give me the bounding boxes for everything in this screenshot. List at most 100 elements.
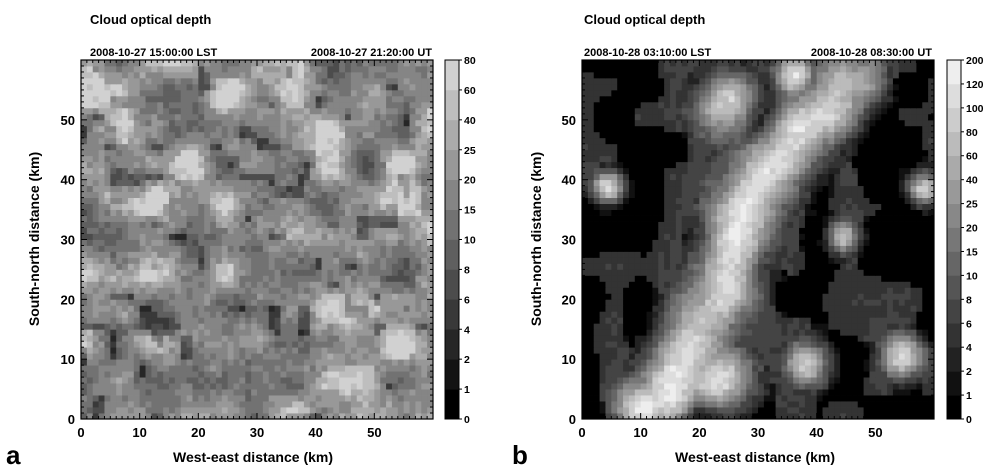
heatmap-cell (239, 150, 245, 156)
heatmap-cell (339, 395, 345, 401)
heatmap-cell (339, 341, 345, 347)
heatmap-cell (664, 353, 670, 359)
heatmap-cell (128, 251, 134, 257)
heatmap-cell (421, 90, 427, 96)
heatmap-cell (386, 204, 392, 210)
heatmap-cell (623, 329, 629, 335)
heatmap-cell (310, 144, 316, 150)
heatmap-cell (875, 377, 881, 383)
heatmap-cell (333, 102, 339, 108)
heatmap-cell (93, 180, 99, 186)
heatmap-cell (327, 395, 333, 401)
heatmap-cell (286, 72, 292, 78)
heatmap-cell (275, 150, 281, 156)
heatmap-cell (799, 377, 805, 383)
heatmap-cell (81, 174, 87, 180)
colorbar-swatch (445, 150, 459, 180)
heatmap-cell (357, 275, 363, 281)
heatmap-cell (87, 174, 93, 180)
heatmap-cell (157, 371, 163, 377)
heatmap-cell (228, 222, 234, 228)
heatmap-cell (239, 66, 245, 72)
heatmap-cell (110, 120, 116, 126)
heatmap-cell (245, 401, 251, 407)
heatmap-cell (298, 186, 304, 192)
heatmap-cell (374, 311, 380, 317)
heatmap-cell (216, 108, 222, 114)
heatmap-cell (729, 311, 735, 317)
heatmap-cell (864, 329, 870, 335)
heatmap-cell (875, 389, 881, 395)
heatmap-cell (245, 293, 251, 299)
heatmap-cell (280, 78, 286, 84)
heatmap-cell (263, 329, 269, 335)
heatmap-cell (192, 132, 198, 138)
heatmap-cell (169, 168, 175, 174)
heatmap-cell (251, 359, 257, 365)
heatmap-cell (310, 150, 316, 156)
heatmap-cell (263, 299, 269, 305)
heatmap-cell (304, 144, 310, 150)
heatmap-cell (322, 281, 328, 287)
heatmap-cell (304, 240, 310, 246)
heatmap-cell (310, 365, 316, 371)
heatmap-cell (146, 323, 152, 329)
heatmap-cell (368, 216, 374, 222)
heatmap-cell (275, 305, 281, 311)
heatmap-cell (316, 180, 322, 186)
heatmap-cell (345, 359, 351, 365)
heatmap-cell (911, 383, 917, 389)
heatmap-cell (415, 174, 421, 180)
heatmap-cell (222, 84, 228, 90)
heatmap-cell (99, 329, 105, 335)
heatmap-cell (234, 66, 240, 72)
heatmap-cell (93, 335, 99, 341)
heatmap-cell (116, 198, 122, 204)
heatmap-cell (234, 287, 240, 293)
heatmap-cell (368, 186, 374, 192)
heatmap-cell (374, 287, 380, 293)
heatmap-cell (187, 341, 193, 347)
heatmap-cell (781, 359, 787, 365)
heatmap-cell (251, 114, 257, 120)
heatmap-cell (292, 347, 298, 353)
heatmap-cell (392, 120, 398, 126)
heatmap-cell (140, 389, 146, 395)
heatmap-cell (705, 389, 711, 395)
heatmap-cell (280, 335, 286, 341)
heatmap-cell (104, 222, 110, 228)
heatmap-cell (169, 186, 175, 192)
heatmap-cell (187, 371, 193, 377)
heatmap-cell (711, 395, 717, 401)
heatmap-cell (916, 383, 922, 389)
heatmap-cell (286, 395, 292, 401)
heatmap-cell (623, 401, 629, 407)
heatmap-cell (333, 90, 339, 96)
heatmap-cell (87, 347, 93, 353)
heatmap-cell (157, 60, 163, 66)
heatmap-cell (717, 371, 723, 377)
heatmap-cell (146, 114, 152, 120)
heatmap-cell (175, 234, 181, 240)
heatmap-cell (368, 317, 374, 323)
heatmap-cell (110, 317, 116, 323)
heatmap-cell (157, 102, 163, 108)
heatmap-cell (421, 287, 427, 293)
heatmap-cell (869, 407, 875, 413)
heatmap-cell (322, 126, 328, 132)
heatmap-cell (134, 401, 140, 407)
heatmap-cell (116, 407, 122, 413)
heatmap-cell (99, 198, 105, 204)
heatmap-cell (93, 257, 99, 263)
heatmap-cell (81, 257, 87, 263)
heatmap-cell (327, 245, 333, 251)
heatmap-cell (198, 329, 204, 335)
heatmap-cell (263, 377, 269, 383)
heatmap-cell (140, 245, 146, 251)
heatmap-cell (286, 192, 292, 198)
heatmap-cell (245, 245, 251, 251)
heatmap-cell (682, 377, 688, 383)
heatmap-cell (858, 341, 864, 347)
heatmap-cell (269, 245, 275, 251)
heatmap-cell (357, 234, 363, 240)
